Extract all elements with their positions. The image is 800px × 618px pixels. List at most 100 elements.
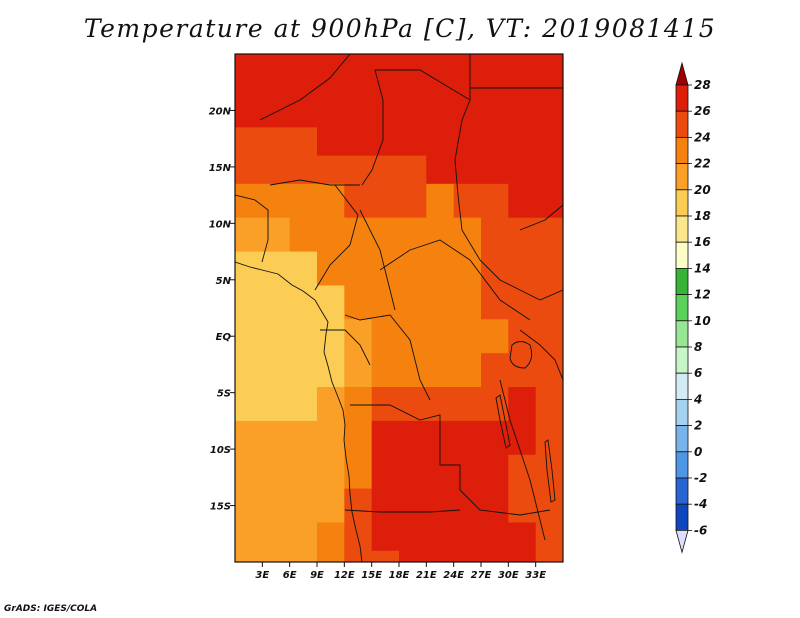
field-cell — [289, 420, 318, 456]
y-tick-label: 10S — [210, 445, 231, 456]
colorbar-label: -4 — [694, 497, 707, 511]
field-cell — [399, 353, 427, 388]
field-cell — [535, 127, 563, 157]
colorbar-segment — [675, 241, 689, 269]
field-cell — [289, 522, 318, 552]
field-cell — [262, 550, 291, 562]
border-car-south — [379, 239, 531, 321]
field-cell — [235, 522, 263, 552]
field-cell — [508, 54, 537, 86]
field-cell — [262, 127, 291, 157]
field-cell — [481, 319, 509, 354]
field-cell — [508, 420, 537, 456]
field-cell — [399, 550, 427, 562]
field-cell — [453, 217, 482, 253]
field-cell — [508, 522, 537, 552]
colorbar-segment — [675, 398, 689, 426]
field-cell — [508, 127, 537, 157]
field-cell — [371, 183, 400, 219]
x-tick-label: 6E — [283, 570, 297, 581]
field-cell — [508, 488, 537, 524]
field-cell — [262, 454, 291, 490]
field-cell — [399, 155, 427, 185]
field-cell — [453, 54, 482, 86]
field-cell — [371, 217, 400, 253]
field-cell — [289, 387, 318, 422]
field-cell — [344, 420, 373, 456]
colorbar-label: 20 — [694, 183, 711, 197]
x-tick-label: 21E — [416, 570, 437, 581]
chart-title: Temperature at 900hPa [C], VT: 201908141… — [83, 14, 717, 43]
field-cell — [371, 155, 400, 185]
colorbar-segment — [675, 215, 689, 243]
field-cell — [317, 127, 345, 157]
field-cell — [289, 285, 318, 320]
colorbar-segment — [675, 84, 689, 112]
field-cell — [289, 155, 318, 185]
field-cell — [262, 319, 291, 354]
border-sudan-south — [461, 229, 563, 301]
colorbar-label: 22 — [694, 157, 711, 171]
field-cell — [317, 454, 345, 490]
field-cell — [481, 387, 509, 422]
field-cell — [262, 420, 291, 456]
y-tick-label: 5N — [216, 276, 232, 287]
field-cell — [262, 54, 291, 86]
field-cell — [481, 522, 509, 552]
field-cell — [317, 522, 345, 552]
border-sahara-north — [259, 54, 351, 121]
field-cell — [426, 155, 455, 185]
border-nigeria-cameroon — [314, 184, 359, 291]
border-angola-namibia — [344, 509, 461, 513]
y-tick-label: 15S — [210, 502, 231, 513]
field-cell — [399, 420, 427, 456]
field-cell — [535, 285, 563, 320]
coastline-west-africa — [235, 261, 363, 562]
field-cell — [535, 54, 563, 86]
field-cell — [426, 353, 455, 388]
field-cell — [235, 127, 263, 157]
lake-malawi — [544, 439, 556, 503]
border-ethiopia — [519, 204, 563, 231]
field-cell — [262, 387, 291, 422]
field-cell — [371, 127, 400, 157]
border-gabon — [320, 329, 371, 366]
field-cell — [262, 285, 291, 320]
colorbar-bottom-arrow — [675, 530, 689, 554]
x-tick-label: 12E — [334, 570, 355, 581]
y-axis: 20N 15N 10N 5N EQ 5S 10S 15S — [209, 106, 235, 513]
field-cell — [453, 488, 482, 524]
field-cell — [426, 85, 455, 128]
field-cell — [426, 319, 455, 354]
field-cell — [235, 54, 263, 86]
field-cell — [426, 54, 455, 86]
field-cell — [481, 488, 509, 524]
field-cell — [317, 54, 345, 86]
x-tick-label: 33E — [525, 570, 546, 581]
field-cell — [508, 319, 537, 354]
field-cell — [481, 217, 509, 253]
field-cell — [399, 387, 427, 422]
field-cell — [344, 522, 373, 552]
colorbar-label: 10 — [694, 314, 711, 328]
border-libya-chad — [375, 54, 471, 101]
field-cell — [371, 387, 400, 422]
x-tick-label: 18E — [389, 570, 410, 581]
field-cell — [371, 251, 400, 287]
field-cell — [508, 387, 537, 422]
field-cell — [426, 285, 455, 320]
field-cell — [453, 155, 482, 185]
y-tick-label: EQ — [216, 332, 232, 343]
field-cell — [344, 85, 373, 128]
field-cell — [399, 127, 427, 157]
colorbar-label: 12 — [694, 288, 711, 302]
field-cell — [371, 420, 400, 456]
field-cell — [262, 488, 291, 524]
y-tick-label: 10N — [209, 219, 232, 230]
field-cell — [317, 217, 345, 253]
y-tick-label: 15N — [209, 163, 232, 174]
field-cell — [481, 420, 509, 456]
colorbar-label: 18 — [694, 209, 711, 223]
field-cell — [289, 353, 318, 388]
